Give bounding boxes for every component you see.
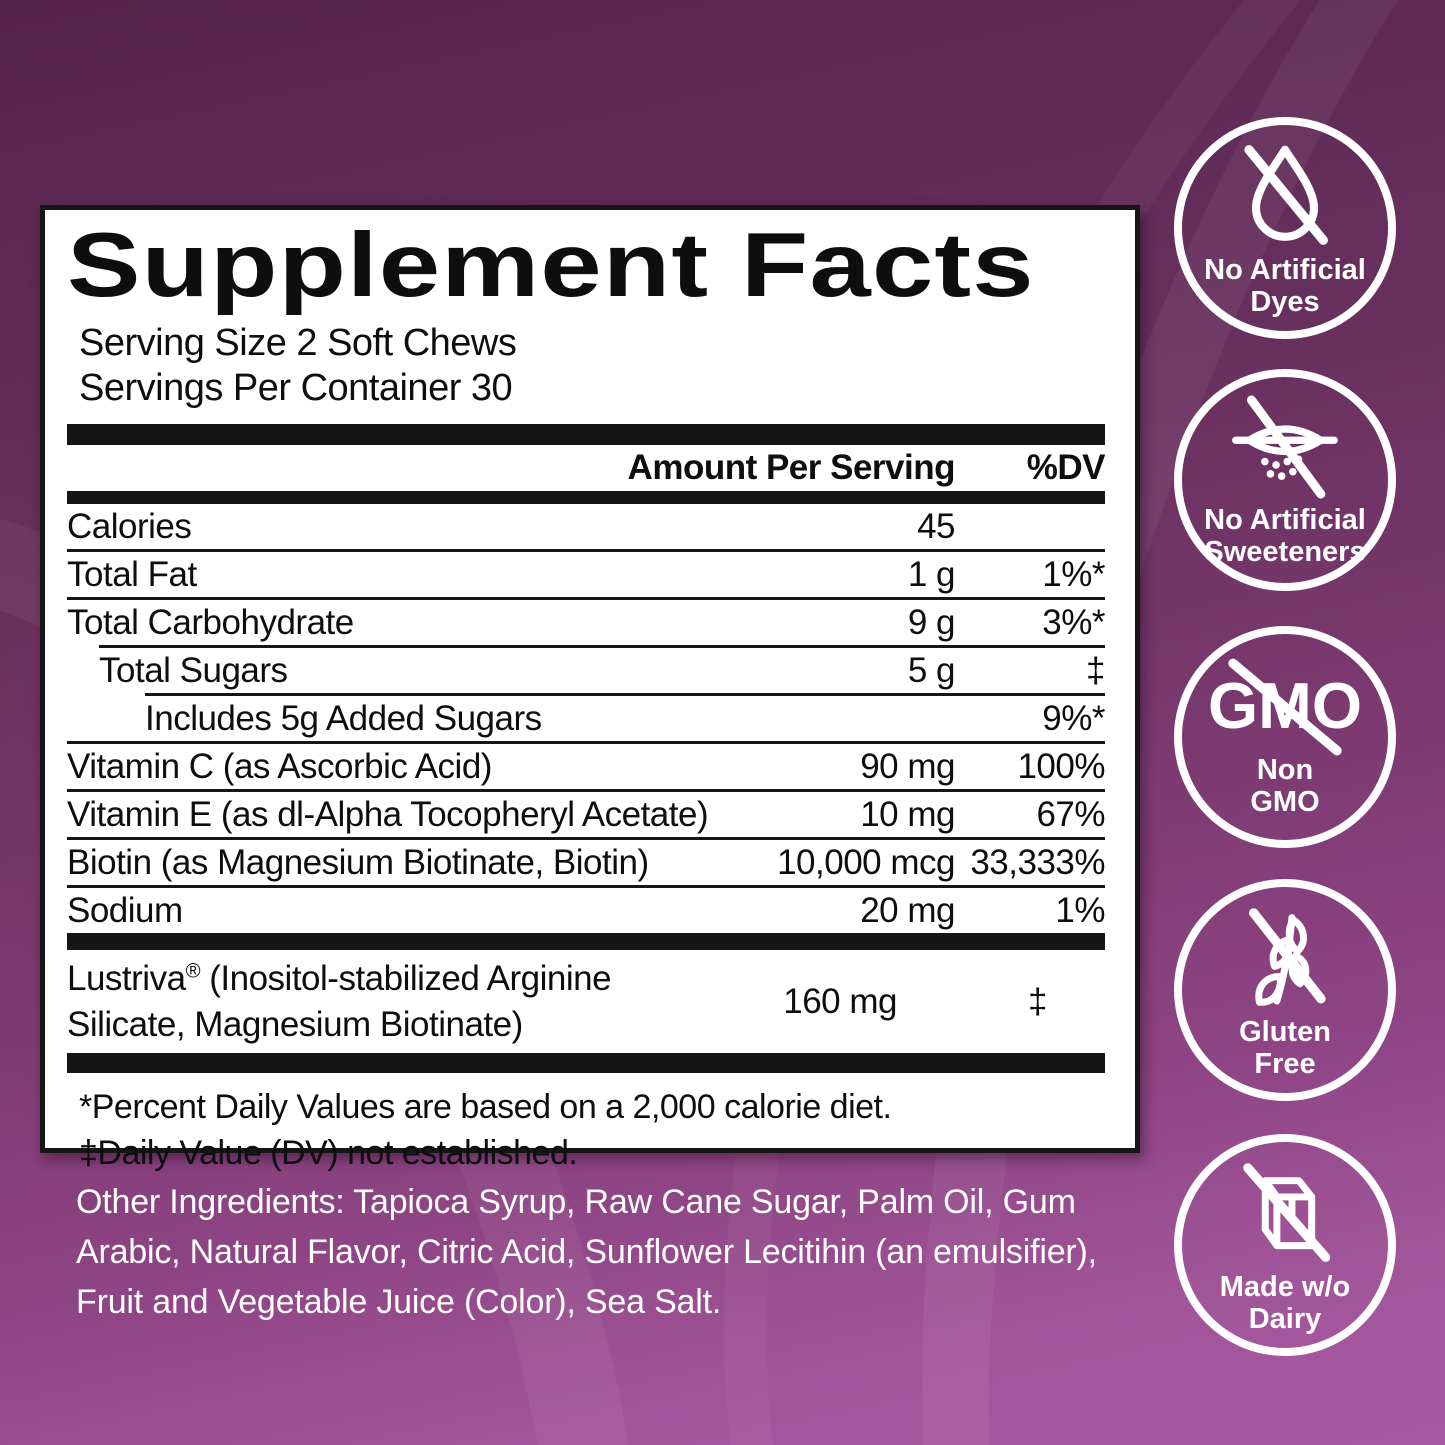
row-separator — [67, 597, 1105, 600]
badge-label: Made w/o Dairy — [1219, 1271, 1351, 1335]
nutrient-row-vitamin-c: Vitamin C (as Ascorbic Acid) 90 mg 100% — [67, 744, 1106, 789]
nutrient-name: Calories — [67, 506, 192, 546]
nutrient-dv: 33,333% — [970, 842, 1105, 882]
nutrient-name: Includes 5g Added Sugars — [145, 698, 542, 738]
badge-label: No Artificial Dyes — [1204, 254, 1366, 318]
nutrient-amount: 5 g — [907, 650, 956, 690]
thick-divider-bar — [67, 933, 1105, 950]
nutrient-dv: ‡ — [1028, 981, 1047, 1021]
nutrient-name: Total Carbohydrate — [67, 602, 354, 642]
row-separator — [67, 549, 1105, 552]
nutrient-amount: 160 mg — [783, 981, 897, 1021]
other-ingredients-text: Other Ingredients: Tapioca Syrup, Raw Ca… — [76, 1183, 1097, 1321]
nutrient-amount: 10 mg — [860, 794, 955, 834]
lustriva-brand: Lustriva — [67, 959, 186, 998]
medium-divider-bar — [67, 491, 1105, 504]
nutrient-dv: 1%* — [1042, 554, 1105, 594]
no-dyes-drop-icon — [1244, 145, 1328, 245]
nutrient-name: Sodium — [67, 890, 183, 930]
nutrient-name: Total Sugars — [99, 650, 288, 690]
nutrient-name: Vitamin E (as dl-Alpha Tocopheryl Acetat… — [67, 794, 709, 834]
nutrient-amount: 20 mg — [860, 890, 955, 930]
nutrient-row-biotin: Biotin (as Magnesium Biotinate, Biotin) … — [67, 840, 1106, 885]
column-header-row: Amount Per Serving %DV — [67, 445, 1106, 491]
nutrient-row-total-fat: Total Fat 1 g 1%* — [67, 552, 1106, 597]
nutrient-row-total-carbohydrate: Total Carbohydrate 9 g 3%* — [67, 600, 1106, 645]
nutrient-dv: 3%* — [1042, 602, 1105, 642]
row-separator — [99, 645, 1105, 648]
nutrient-dv: ‡ — [1086, 650, 1105, 690]
nutrient-amount: 10,000 mcg — [777, 842, 955, 882]
amount-per-serving-header: Amount Per Serving — [627, 448, 956, 487]
no-sweeteners-icon — [1232, 395, 1338, 499]
thick-divider-bar — [67, 1053, 1105, 1073]
badge-label: Gluten Free — [1239, 1016, 1331, 1080]
registered-mark: ® — [185, 960, 201, 983]
nutrient-dv: 67% — [1036, 794, 1105, 834]
nutrient-row-calories: Calories 45 — [67, 504, 1105, 549]
footnote-dv-not-established: ‡Daily Value (DV) not established. — [79, 1133, 578, 1172]
milk-carton-crossed-icon — [1243, 1163, 1331, 1262]
percent-dv-header: %DV — [1026, 448, 1106, 487]
nutrient-amount: 45 — [917, 506, 955, 546]
nutrient-amount: 90 mg — [860, 746, 955, 786]
supplement-facts-panel: Supplement Facts Serving Size 2 Soft Che… — [40, 205, 1140, 1172]
badge-no-artificial-sweeteners: No Artificial Sweeteners — [1174, 369, 1396, 591]
nutrient-dv: 1% — [1055, 890, 1105, 930]
servings-per-container-text: Servings Per Container 30 — [79, 367, 513, 410]
row-separator — [145, 693, 1105, 696]
gmo-crossed-icon: GMO — [1208, 658, 1362, 756]
nutrient-name: Vitamin C (as Ascorbic Acid) — [67, 746, 492, 786]
nutrient-amount: 1 g — [907, 554, 956, 594]
row-separator — [67, 741, 1105, 744]
nutrient-row-lustriva: Lustriva® (Inositol-stabilized Arginine … — [67, 950, 1105, 1053]
nutrient-row-added-sugars: Includes 5g Added Sugars 9%* — [67, 696, 1106, 741]
nutrient-name: Lustriva® (Inositol-stabilized Arginine … — [67, 950, 707, 1053]
nutrient-amount: 9 g — [907, 602, 956, 642]
thick-divider-bar — [67, 424, 1105, 445]
row-separator — [67, 837, 1105, 840]
nutrient-name: Biotin (as Magnesium Biotinate, Biotin) — [67, 842, 649, 882]
nutrient-dv: 100% — [1017, 746, 1105, 786]
nutrient-row-vitamin-e: Vitamin E (as dl-Alpha Tocopheryl Acetat… — [67, 792, 1106, 837]
row-separator — [67, 885, 1105, 888]
badge-made-without-dairy: Made w/o Dairy — [1174, 1134, 1396, 1356]
nutrient-row-sodium: Sodium 20 mg 1% — [67, 888, 1106, 933]
nutrient-dv: 9%* — [1042, 698, 1105, 738]
badge-gluten-free: Gluten Free — [1174, 879, 1396, 1101]
panel-title: Supplement Facts — [67, 215, 1035, 316]
lustriva-description: (Inositol-stabilized Arginine Silicate, … — [67, 959, 612, 1044]
badge-label: No Artificial Sweeteners — [1204, 504, 1366, 568]
footnote-daily-values: *Percent Daily Values are based on a 2,0… — [79, 1088, 892, 1126]
wheat-crossed-icon — [1249, 908, 1326, 1006]
badge-no-artificial-dyes: No Artificial Dyes — [1174, 117, 1396, 339]
badge-label: Non GMO — [1250, 754, 1320, 818]
nutrient-name: Total Fat — [67, 554, 197, 594]
badge-non-gmo: GMO Non GMO — [1174, 626, 1396, 848]
nutrient-row-total-sugars: Total Sugars 5 g ‡ — [67, 648, 1106, 693]
row-separator — [67, 789, 1105, 792]
serving-size-text: Serving Size 2 Soft Chews — [79, 321, 517, 364]
